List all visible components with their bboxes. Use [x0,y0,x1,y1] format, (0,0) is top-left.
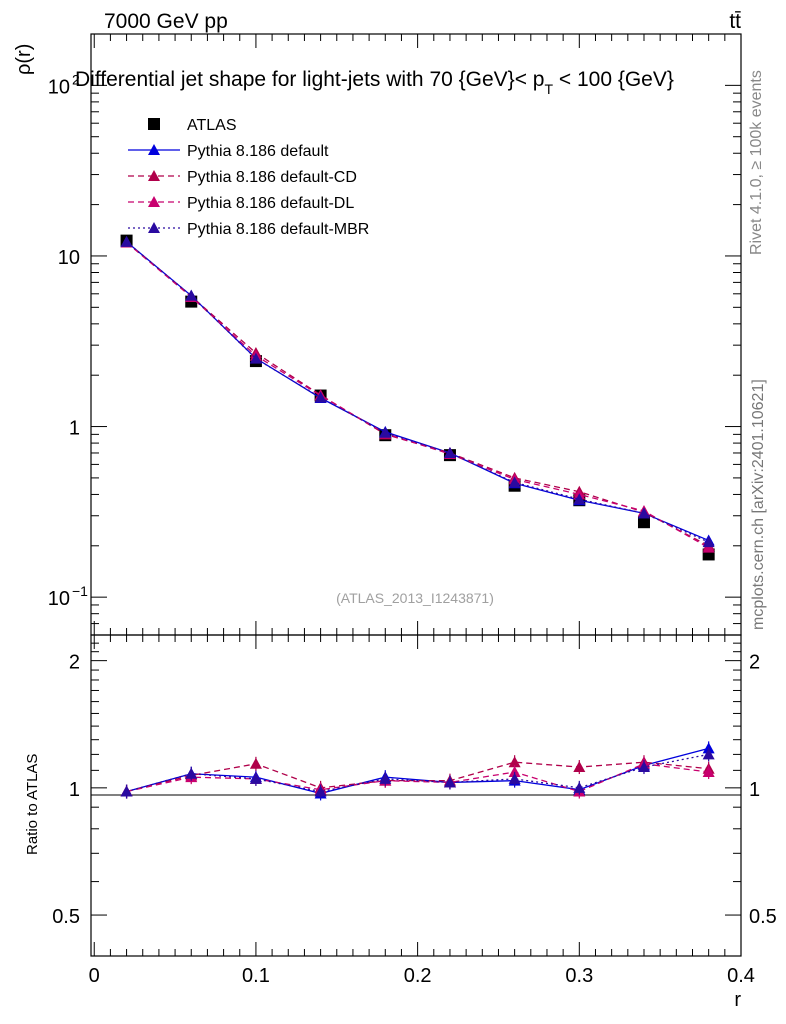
legend-label: Pythia 8.186 default [187,143,329,160]
legend-marker [148,196,160,207]
analysis-watermark: (ATLAS_2013_I1243871) [336,590,494,606]
legend-label: Pythia 8.186 default-MBR [187,221,369,238]
series-point [379,426,392,438]
ratio-tick-label-right: 0.5 [749,906,777,928]
ratio-tick-label: 2 [69,652,80,674]
x-tick-label: 0.1 [242,965,270,987]
series-point [120,235,133,247]
legend-marker [148,144,160,155]
x-tick-label: 0.4 [727,965,755,987]
ratio-point [379,772,392,784]
y-axis-label: ρ(r) [13,44,35,75]
ratio-point [702,766,715,778]
legend-marker [148,118,160,130]
series-line [126,241,709,547]
series-point [249,352,262,364]
series-point [185,289,198,301]
series-point [573,493,586,505]
ratio-series [120,741,715,801]
mcplots-label: mcplots.cern.ch [arXiv:2401.10621] [750,379,767,630]
series-point [443,446,456,458]
axis-ticks [91,33,742,957]
y-tick-label: 10 [48,76,70,98]
energy-label: 7000 GeV pp [104,10,228,33]
series-point [702,536,715,548]
y-tick-label: 1 [69,418,80,440]
ratio-point [508,772,521,784]
legend-marker [148,170,160,181]
series-point [508,476,521,488]
ratio-line [126,747,709,795]
ratio-point [120,785,133,797]
ratio-point [702,748,715,760]
ratio-tick-label-right: 1 [749,779,760,801]
ratio-point [314,785,327,797]
ratio-line [126,763,709,793]
x-tick-label: 0.2 [404,965,432,987]
ratio-point [508,756,521,768]
y-tick-label: 10 [48,588,70,610]
ratio-tick-label: 1 [69,779,80,801]
ratio-point [573,761,586,773]
x-tick-label: 0 [89,965,100,987]
x-axis-label: r [734,989,741,1011]
ratio-point [249,772,262,784]
legend-label: Pythia 8.186 default-CD [187,169,357,186]
rivet-label: Rivet 4.1.0, ≥ 100k events [748,70,765,255]
series-line [126,241,709,549]
ratio-point [637,761,650,773]
ratio-tick-label: 0.5 [52,906,80,928]
legend-label: Pythia 8.186 default-DL [187,195,354,212]
atlas-point [637,516,650,529]
series-line [126,241,709,543]
ratio-line [126,753,709,793]
series-point [637,507,650,519]
legend-label: ATLAS [187,117,237,134]
ratio-tick-label-right: 2 [749,652,760,674]
ratio-point [573,781,586,793]
main-series [120,234,715,561]
ratio-axis-label: Ratio to ATLAS [24,754,41,855]
process-label: tt̄ [729,10,741,33]
chart-title: Differential jet shape for light-jets wi… [75,68,674,97]
ratio-line [126,761,709,793]
y-tick-exponent: 2 [72,71,80,87]
legend-marker [148,222,160,233]
ratio-point [508,766,521,778]
ratio-point [249,757,262,769]
x-tick-label: 0.3 [565,965,593,987]
y-tick-label: 10 [58,247,80,269]
ratio-point [185,767,198,779]
legend: ATLAS Pythia 8.186 default Pythia 8.186 de… [128,117,369,238]
series-line [126,241,709,542]
ratio-point [443,776,456,788]
y-tick-exponent: −1 [72,583,88,599]
series-point [314,391,327,403]
